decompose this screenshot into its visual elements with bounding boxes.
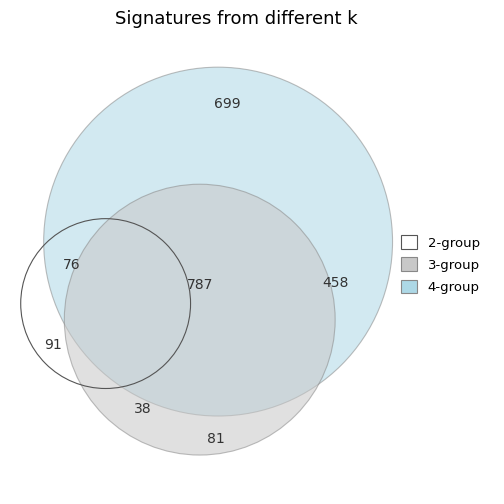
Text: 76: 76 [62,258,80,272]
Text: 458: 458 [322,276,348,290]
Text: 699: 699 [214,97,240,111]
Legend: 2-group, 3-group, 4-group: 2-group, 3-group, 4-group [395,229,486,300]
Title: Signatures from different k: Signatures from different k [115,10,358,28]
Text: 91: 91 [44,338,61,352]
Text: 787: 787 [186,278,213,292]
Circle shape [65,184,335,455]
Circle shape [44,67,393,416]
Text: 81: 81 [207,432,225,446]
Text: 38: 38 [134,402,151,416]
